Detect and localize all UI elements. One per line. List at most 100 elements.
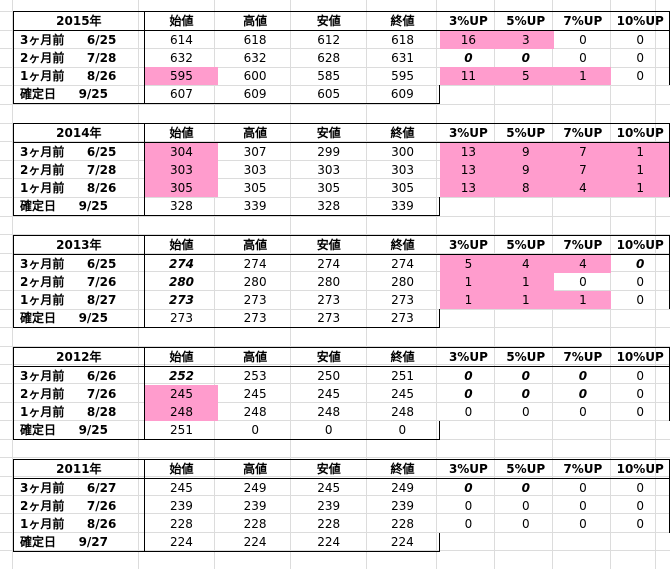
data-cell[interactable]: 245 bbox=[144, 385, 219, 403]
data-cell[interactable]: 0 bbox=[611, 366, 670, 385]
row-label-cell[interactable]: 1ヶ月前 8/27 bbox=[13, 291, 145, 309]
data-cell[interactable]: 249 bbox=[391, 481, 415, 495]
data-cell[interactable] bbox=[554, 197, 611, 216]
data-cell[interactable]: 274 bbox=[391, 257, 415, 271]
data-cell[interactable]: 4 bbox=[554, 254, 612, 273]
data-cell[interactable]: 303 bbox=[317, 163, 341, 177]
column-header[interactable]: 始値 bbox=[144, 11, 219, 31]
column-header[interactable]: 始値 bbox=[144, 235, 219, 255]
column-header[interactable]: 7%UP bbox=[554, 459, 612, 479]
data-cell[interactable]: 0 bbox=[521, 517, 530, 531]
data-cell[interactable]: 0 bbox=[521, 499, 530, 513]
data-cell[interactable]: 0 bbox=[579, 275, 587, 289]
data-cell[interactable] bbox=[497, 197, 554, 216]
data-cell[interactable]: 328 bbox=[144, 197, 219, 216]
data-cell[interactable]: 248 bbox=[144, 403, 219, 421]
data-cell[interactable]: 273 bbox=[365, 309, 441, 328]
data-cell[interactable]: 612 bbox=[317, 33, 341, 47]
column-header[interactable]: 3%UP bbox=[439, 235, 498, 255]
data-cell[interactable] bbox=[554, 85, 611, 104]
data-cell[interactable]: 245 bbox=[317, 481, 341, 495]
data-cell[interactable]: 274 bbox=[168, 257, 195, 271]
column-header[interactable]: 10%UP bbox=[611, 235, 670, 255]
row-label-cell[interactable]: 3ヶ月前 6/25 bbox=[13, 254, 145, 273]
data-cell[interactable]: 273 bbox=[317, 293, 341, 307]
column-header[interactable]: 終値 bbox=[365, 123, 440, 143]
data-cell[interactable]: 11 bbox=[439, 67, 498, 85]
data-cell[interactable]: 0 bbox=[464, 387, 473, 401]
column-header[interactable]: 10%UP bbox=[611, 123, 670, 143]
data-cell[interactable]: 4 bbox=[554, 179, 612, 197]
column-header[interactable]: 高値 bbox=[218, 123, 292, 143]
data-cell[interactable]: 7 bbox=[554, 142, 612, 161]
data-cell[interactable]: 607 bbox=[144, 85, 219, 104]
year-header[interactable]: 2014年 bbox=[13, 123, 145, 143]
data-cell[interactable]: 224 bbox=[218, 533, 292, 552]
data-cell[interactable]: 0 bbox=[218, 421, 292, 440]
data-cell[interactable]: 228 bbox=[317, 517, 341, 531]
data-cell[interactable]: 3 bbox=[497, 30, 555, 49]
row-label-cell[interactable]: 確定日 9/25 bbox=[13, 309, 145, 328]
data-cell[interactable]: 245 bbox=[170, 481, 193, 495]
column-header[interactable]: 高値 bbox=[218, 459, 292, 479]
column-header[interactable]: 10%UP bbox=[611, 459, 670, 479]
data-cell[interactable]: 305 bbox=[144, 179, 219, 197]
data-cell[interactable]: 224 bbox=[144, 533, 219, 552]
year-header[interactable]: 2012年 bbox=[13, 347, 145, 367]
column-header[interactable]: 7%UP bbox=[554, 347, 612, 367]
data-cell[interactable]: 16 bbox=[439, 30, 498, 49]
data-cell[interactable]: 1 bbox=[497, 273, 555, 291]
column-header[interactable]: 高値 bbox=[218, 347, 292, 367]
row-label-cell[interactable]: 2ヶ月前 7/28 bbox=[13, 161, 145, 179]
data-cell[interactable]: 1 bbox=[611, 142, 670, 161]
data-cell[interactable]: 280 bbox=[317, 275, 341, 289]
data-cell[interactable]: 250 bbox=[317, 369, 341, 383]
data-cell[interactable]: 0 bbox=[579, 517, 587, 531]
data-cell[interactable]: 609 bbox=[365, 85, 441, 104]
data-cell[interactable]: 249 bbox=[243, 481, 267, 495]
data-cell[interactable]: 0 bbox=[464, 481, 473, 495]
data-cell[interactable] bbox=[440, 421, 498, 440]
data-cell[interactable]: 0 bbox=[464, 369, 473, 383]
data-cell[interactable]: 0 bbox=[611, 497, 670, 515]
data-cell[interactable]: 228 bbox=[170, 517, 193, 531]
column-header[interactable]: 10%UP bbox=[611, 347, 670, 367]
data-cell[interactable]: 595 bbox=[391, 69, 415, 83]
data-cell[interactable]: 13 bbox=[439, 179, 498, 197]
data-cell[interactable]: 0 bbox=[521, 481, 530, 495]
data-cell[interactable]: 0 bbox=[611, 515, 670, 533]
data-cell[interactable]: 303 bbox=[144, 161, 219, 179]
row-label-cell[interactable]: 2ヶ月前 7/26 bbox=[13, 497, 145, 515]
data-cell[interactable]: 299 bbox=[317, 145, 341, 159]
data-cell[interactable]: 248 bbox=[243, 405, 267, 419]
data-cell[interactable]: 618 bbox=[391, 33, 415, 47]
data-cell[interactable]: 0 bbox=[365, 421, 441, 440]
column-header[interactable]: 3%UP bbox=[439, 123, 498, 143]
data-cell[interactable]: 4 bbox=[497, 254, 555, 273]
data-cell[interactable]: 1 bbox=[439, 273, 498, 291]
column-header[interactable]: 終値 bbox=[365, 347, 440, 367]
data-cell[interactable]: 1 bbox=[439, 291, 498, 309]
data-cell[interactable]: 9 bbox=[497, 142, 555, 161]
row-label-cell[interactable]: 確定日 9/25 bbox=[13, 85, 145, 104]
data-cell[interactable]: 13 bbox=[439, 161, 498, 179]
column-header[interactable]: 5%UP bbox=[497, 347, 555, 367]
data-cell[interactable] bbox=[554, 533, 611, 552]
column-header[interactable]: 始値 bbox=[144, 123, 219, 143]
row-label-cell[interactable]: 3ヶ月前 6/26 bbox=[13, 366, 145, 385]
column-header[interactable]: 終値 bbox=[365, 459, 440, 479]
data-cell[interactable] bbox=[440, 533, 498, 552]
data-cell[interactable] bbox=[611, 197, 669, 216]
data-cell[interactable]: 280 bbox=[391, 275, 415, 289]
data-cell[interactable]: 0 bbox=[611, 254, 670, 273]
data-cell[interactable]: 0 bbox=[579, 33, 587, 47]
data-cell[interactable] bbox=[611, 309, 669, 328]
data-cell[interactable] bbox=[497, 421, 554, 440]
column-header[interactable]: 7%UP bbox=[554, 235, 612, 255]
data-cell[interactable]: 7 bbox=[554, 161, 612, 179]
data-cell[interactable]: 632 bbox=[170, 51, 193, 65]
data-cell[interactable]: 280 bbox=[243, 275, 267, 289]
data-cell[interactable]: 5 bbox=[497, 67, 555, 85]
data-cell[interactable]: 609 bbox=[218, 85, 292, 104]
data-cell[interactable] bbox=[440, 309, 498, 328]
